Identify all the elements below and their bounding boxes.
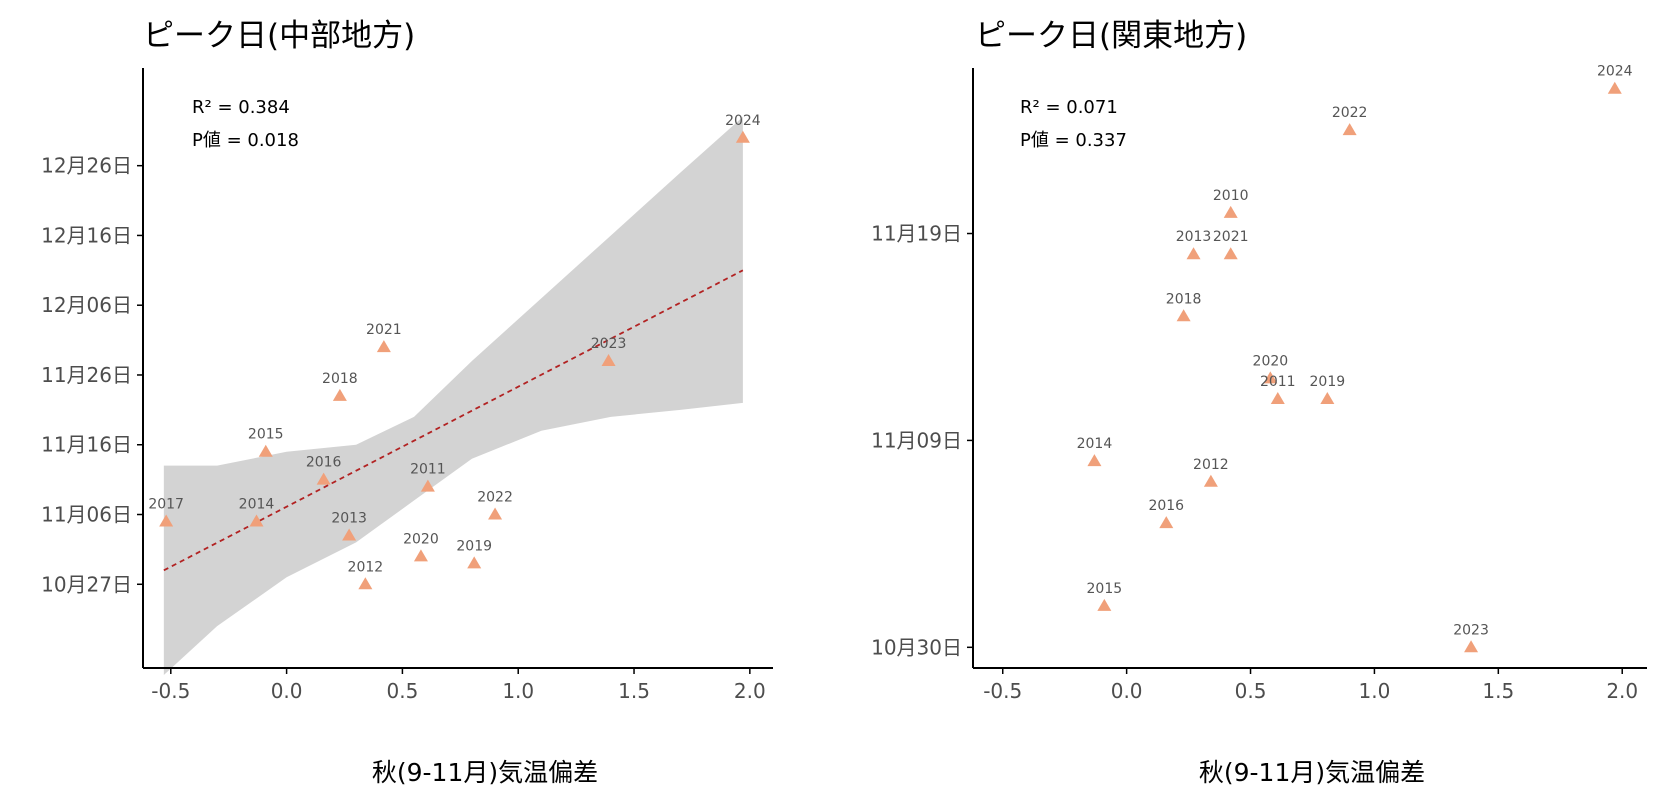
- x-tick-label: 0.0: [1111, 679, 1143, 703]
- chart-right: ピーク日(関東地方) -0.5 0.0 0.5 1.0 1.5 2.0 10月30日 11月0…: [871, 18, 1647, 787]
- data-point: [1159, 516, 1174, 529]
- point-label: 2012: [1193, 457, 1229, 473]
- point-label: 2024: [725, 113, 761, 129]
- data-point: [376, 340, 391, 353]
- data-point: [342, 528, 357, 541]
- x-tick-label: 1.0: [1359, 679, 1391, 703]
- data-point: [1186, 247, 1201, 260]
- data-point: [332, 388, 347, 401]
- data-point: [258, 444, 273, 457]
- y-tick-label: 11月26日: [41, 363, 132, 387]
- data-point: [420, 479, 435, 492]
- data-point: [1203, 474, 1218, 487]
- point-label: 2019: [1310, 374, 1346, 390]
- point-label: 2020: [403, 531, 439, 547]
- y-tick-label: 11月09日: [871, 428, 962, 452]
- point-label: 2014: [1077, 436, 1113, 452]
- y-tick-label: 12月16日: [41, 223, 132, 247]
- point-label: 2017: [148, 496, 184, 512]
- x-tick-label: -0.5: [983, 679, 1022, 703]
- point-label: 2011: [410, 462, 446, 478]
- point-label: 2016: [1148, 498, 1184, 514]
- point-label: 2012: [348, 559, 384, 575]
- data-point: [249, 514, 264, 527]
- y-tick-label: 10月30日: [871, 635, 962, 659]
- y-tick-label: 11月16日: [41, 433, 132, 457]
- data-point: [316, 472, 331, 485]
- x-tick-label: 2.0: [1606, 679, 1638, 703]
- confidence-band: [163, 116, 743, 675]
- point-label: 2021: [366, 322, 402, 338]
- x-tick-label: 0.5: [387, 679, 419, 703]
- point-label: 2015: [1087, 581, 1123, 597]
- point-label: 2022: [477, 490, 513, 506]
- data-point: [1176, 309, 1191, 322]
- data-point: [488, 507, 503, 520]
- data-point: [1320, 392, 1335, 405]
- point-label: 2018: [322, 371, 358, 387]
- point-label: 2014: [239, 496, 275, 512]
- data-point: [413, 549, 428, 562]
- x-tick-label: 1.5: [1482, 679, 1514, 703]
- points-right: 2014 2015 2016 2018 2013 2012 2010 2021 2020 2011…: [1077, 64, 1633, 653]
- point-label: 2019: [456, 538, 492, 554]
- data-point: [1223, 205, 1238, 218]
- x-tick-label: 0.0: [271, 679, 303, 703]
- point-label: 2013: [1176, 229, 1212, 245]
- data-point: [159, 514, 174, 527]
- y-tick-label: 11月19日: [871, 222, 962, 246]
- point-label: 2011: [1260, 374, 1296, 390]
- point-label: 2020: [1253, 353, 1289, 369]
- axes-left: -0.5 0.0 0.5 1.0 1.5 2.0 10月27日 11月06日 11月16日 11月…: [41, 68, 773, 703]
- data-point: [467, 556, 482, 569]
- confidence-band-area: [163, 116, 743, 675]
- point-label: 2023: [591, 336, 627, 352]
- regression-line: [163, 269, 744, 572]
- chart-left: ピーク日(中部地方) -0.5 0.0 0.5 1.0 1.5 2.0 10月27日 11月0…: [41, 18, 773, 787]
- point-label: 2024: [1597, 64, 1633, 80]
- y-tick-label: 11月06日: [41, 503, 132, 527]
- x-axis-label-left: 秋(9-11月)気温偏差: [372, 758, 598, 787]
- x-tick-label: 1.5: [618, 679, 650, 703]
- point-label: 2015: [248, 427, 284, 443]
- data-point: [1607, 81, 1622, 94]
- chart-title-right: ピーク日(関東地方): [975, 18, 1247, 54]
- x-tick-label: 1.0: [502, 679, 534, 703]
- points-left: 2017 2014 2015 2016 2018 2013 2012 2021 2020 2011…: [148, 113, 761, 590]
- data-point: [1263, 371, 1278, 384]
- data-point: [1342, 123, 1357, 136]
- x-tick-label: -0.5: [151, 679, 190, 703]
- data-point: [1087, 454, 1102, 467]
- x-axis-label-right: 秋(9-11月)気温偏差: [1199, 758, 1425, 787]
- r2-stat-right: R² = 0.071: [1020, 97, 1118, 118]
- y-tick-label: 10月27日: [41, 572, 132, 596]
- data-point: [358, 577, 373, 590]
- point-label: 2021: [1213, 229, 1249, 245]
- y-tick-label: 12月26日: [41, 154, 132, 178]
- point-label: 2010: [1213, 188, 1249, 204]
- data-point: [1270, 392, 1285, 405]
- data-point: [601, 354, 616, 367]
- point-label: 2023: [1453, 622, 1489, 638]
- regression-line-path: [163, 269, 744, 572]
- r2-stat-left: R² = 0.384: [192, 97, 290, 118]
- data-point: [1097, 598, 1112, 611]
- point-label: 2013: [331, 510, 367, 526]
- x-tick-label: 2.0: [734, 679, 766, 703]
- y-tick-label: 12月06日: [41, 293, 132, 317]
- point-label: 2022: [1332, 105, 1368, 121]
- data-point: [1464, 640, 1479, 653]
- x-tick-label: 0.5: [1235, 679, 1267, 703]
- p-value-stat-right: P値 = 0.337: [1020, 130, 1127, 151]
- chart-title-left: ピーク日(中部地方): [143, 18, 415, 54]
- data-point: [1223, 247, 1238, 260]
- p-value-stat-left: P値 = 0.018: [192, 130, 299, 151]
- point-label: 2016: [306, 455, 342, 471]
- axes-right: -0.5 0.0 0.5 1.0 1.5 2.0 10月30日 11月09日 11月19日: [871, 68, 1647, 703]
- data-point: [735, 130, 750, 143]
- point-label: 2018: [1166, 291, 1202, 307]
